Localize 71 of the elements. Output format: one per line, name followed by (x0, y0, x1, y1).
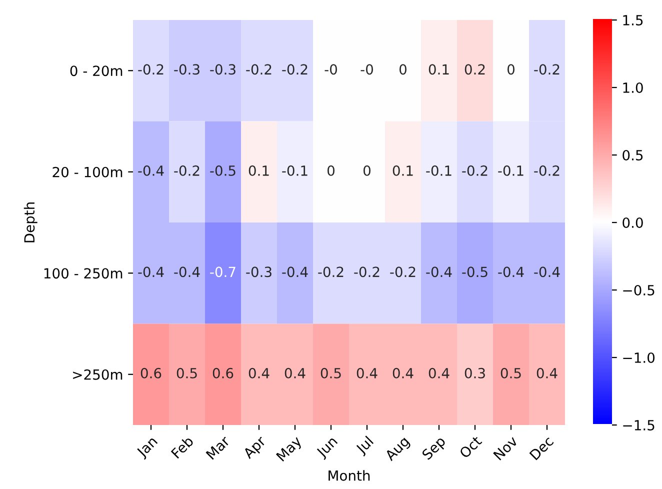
color-bar-label: 0.5 (622, 150, 643, 160)
x-tick-label: Jun (315, 436, 340, 460)
data-label: -0.4 (282, 266, 308, 278)
data-label: -0.2 (318, 266, 344, 278)
data-label: -0.2 (282, 64, 308, 75)
data-label: 0.1 (248, 165, 269, 176)
data-label: 0.3 (464, 368, 485, 378)
data-label: -0.3 (246, 266, 272, 278)
data-label: -0.4 (138, 266, 164, 278)
color-bar-label: −1.5 (623, 420, 654, 430)
x-tick-label: Mar (206, 435, 231, 460)
data-label: -0.4 (174, 266, 200, 278)
data-label: -0.4 (534, 266, 560, 278)
data-label: 0.4 (392, 368, 414, 378)
data-label: 0.4 (248, 368, 270, 378)
data-label: 0.1 (392, 165, 413, 176)
data-label: 0 (327, 165, 334, 176)
data-label: -0.5 (462, 266, 488, 278)
data-label: -0.2 (390, 266, 416, 278)
data-label: 0.6 (212, 368, 234, 378)
data-label: -0.2 (534, 165, 560, 176)
data-label: -0.1 (498, 165, 524, 176)
data-label: -0.4 (138, 165, 164, 176)
data-label: -0.2 (174, 165, 200, 176)
data-label: 0.4 (356, 368, 378, 378)
x-tick-label: Dec (529, 436, 554, 460)
data-label: 0.4 (284, 368, 306, 378)
y-tick-label: 100 - 250m (44, 268, 122, 279)
data-label: -0 (360, 64, 373, 75)
data-label: 0.4 (428, 368, 450, 378)
data-label: 0.2 (464, 64, 485, 75)
data-label: 0 (363, 165, 370, 176)
color-bar-label: 1.5 (623, 15, 643, 26)
data-label: -0.4 (426, 266, 452, 278)
data-label: -0.2 (354, 266, 380, 278)
x-tick-label: Oct (458, 435, 482, 459)
data-label: -0.7 (210, 266, 236, 278)
color-bar-label: 1.0 (623, 82, 643, 93)
data-label: -0.3 (210, 64, 236, 75)
data-label: -0.2 (534, 64, 560, 75)
x-tick-label: Sep (421, 435, 448, 462)
data-label: -0.2 (138, 64, 164, 75)
y-axis-title: Depth (24, 202, 38, 242)
x-tick-label: Nov (493, 435, 518, 461)
data-label: 0 (507, 64, 514, 75)
data-label: 0.6 (140, 368, 162, 378)
data-label: 0.5 (320, 368, 341, 378)
data-label: 0.1 (428, 64, 449, 75)
x-tick-label: Jul (354, 436, 376, 457)
x-tick-label: Apr (242, 435, 269, 462)
data-label: -0.3 (174, 64, 200, 75)
data-label: -0.1 (426, 165, 452, 176)
x-tick-label: Feb (170, 435, 194, 459)
data-label: -0 (324, 64, 337, 75)
data-label: -0.4 (498, 266, 524, 278)
y-tick-label: 0 - 20m (70, 66, 122, 76)
data-label: 0 (399, 64, 406, 75)
y-tick-label: 20 - 100m (52, 166, 122, 178)
data-label: -0.5 (210, 165, 236, 176)
data-label: 0.5 (500, 368, 521, 378)
y-tick-label: >250m (73, 369, 122, 380)
data-label: 0.4 (536, 368, 558, 378)
color-bar-label: 0.0 (622, 217, 643, 228)
x-axis-title: Month (328, 470, 370, 481)
data-label: 0.5 (176, 368, 197, 378)
data-label: -0.2 (462, 165, 488, 176)
data-label: -0.1 (282, 165, 308, 176)
color-bar-label: −0.5 (623, 284, 654, 296)
x-tick-label: Jan (136, 436, 160, 460)
data-label: -0.2 (246, 64, 272, 75)
color-bar-label: −1.0 (623, 352, 655, 363)
